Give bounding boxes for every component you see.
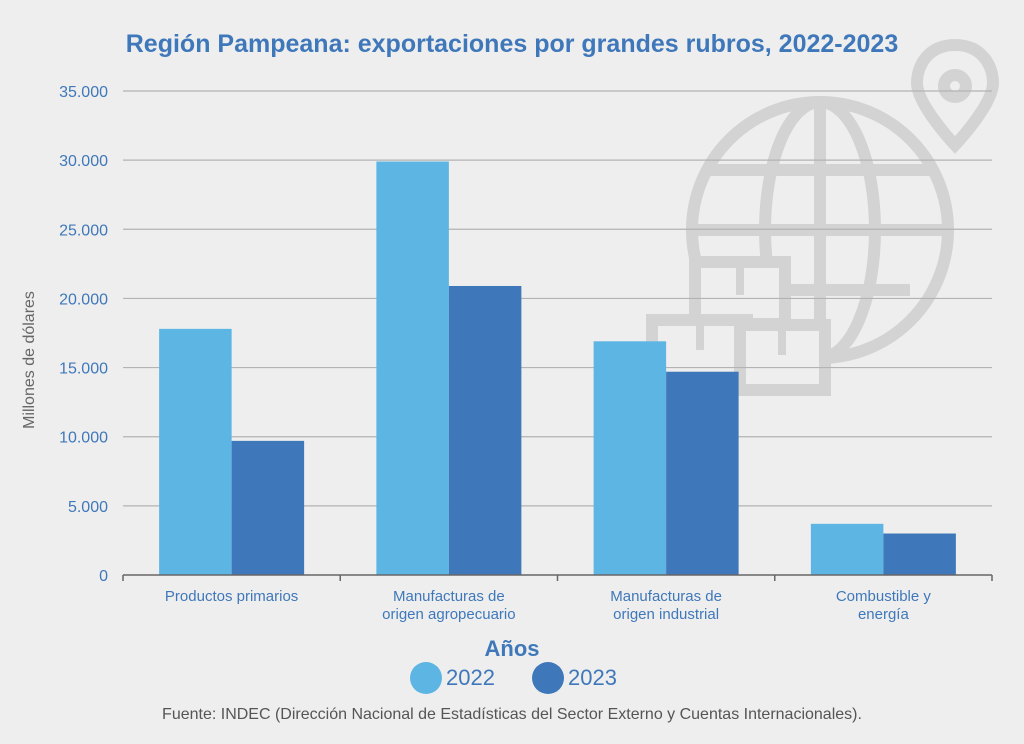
globe-watermark-icon [646,38,1000,396]
bar-2022 [593,341,667,575]
bar-chart: 0 5.000 10.000 15.000 20.000 25.000 30.000 35.0… [59,38,1000,623]
legend-swatch-2022 [410,662,442,694]
legend-swatch-2023 [532,662,564,694]
x-tick-label: Combustible y energía [836,588,932,623]
bar-2022 [810,523,884,575]
bar-2022 [159,328,232,575]
y-tick-label: 25.000 [59,222,108,239]
bar-2023 [231,440,305,575]
y-tick-label: 20.000 [59,291,108,308]
bar-2023 [448,285,522,575]
y-tick-label: 30.000 [59,153,108,170]
bar-2023 [666,371,739,575]
legend-label-2022: 2022 [446,665,495,690]
bar-2022 [376,161,449,576]
source-note: Fuente: INDEC (Dirección Nacional de Est… [162,706,862,723]
y-tick-label: 5.000 [68,499,108,516]
chart-title: Región Pampeana: exportaciones por grand… [125,30,899,58]
y-tick-label: 10.000 [59,430,108,447]
bar-2023 [883,533,956,575]
x-tick-label: Productos primarios [165,588,298,605]
y-tick-label: 15.000 [59,361,108,378]
x-tick-label: Manufacturas de origen industrial [610,588,722,623]
legend-item-2022: 2022 [410,662,495,694]
y-tick-label: 35.000 [59,84,108,101]
legend-item-2023: 2023 [532,662,617,694]
legend-label-2023: 2023 [568,665,617,690]
y-tick-label: 0 [99,568,108,585]
x-tick-label: Manufacturas de origen agropecuario [382,588,515,623]
legend-title: Años [484,636,540,661]
